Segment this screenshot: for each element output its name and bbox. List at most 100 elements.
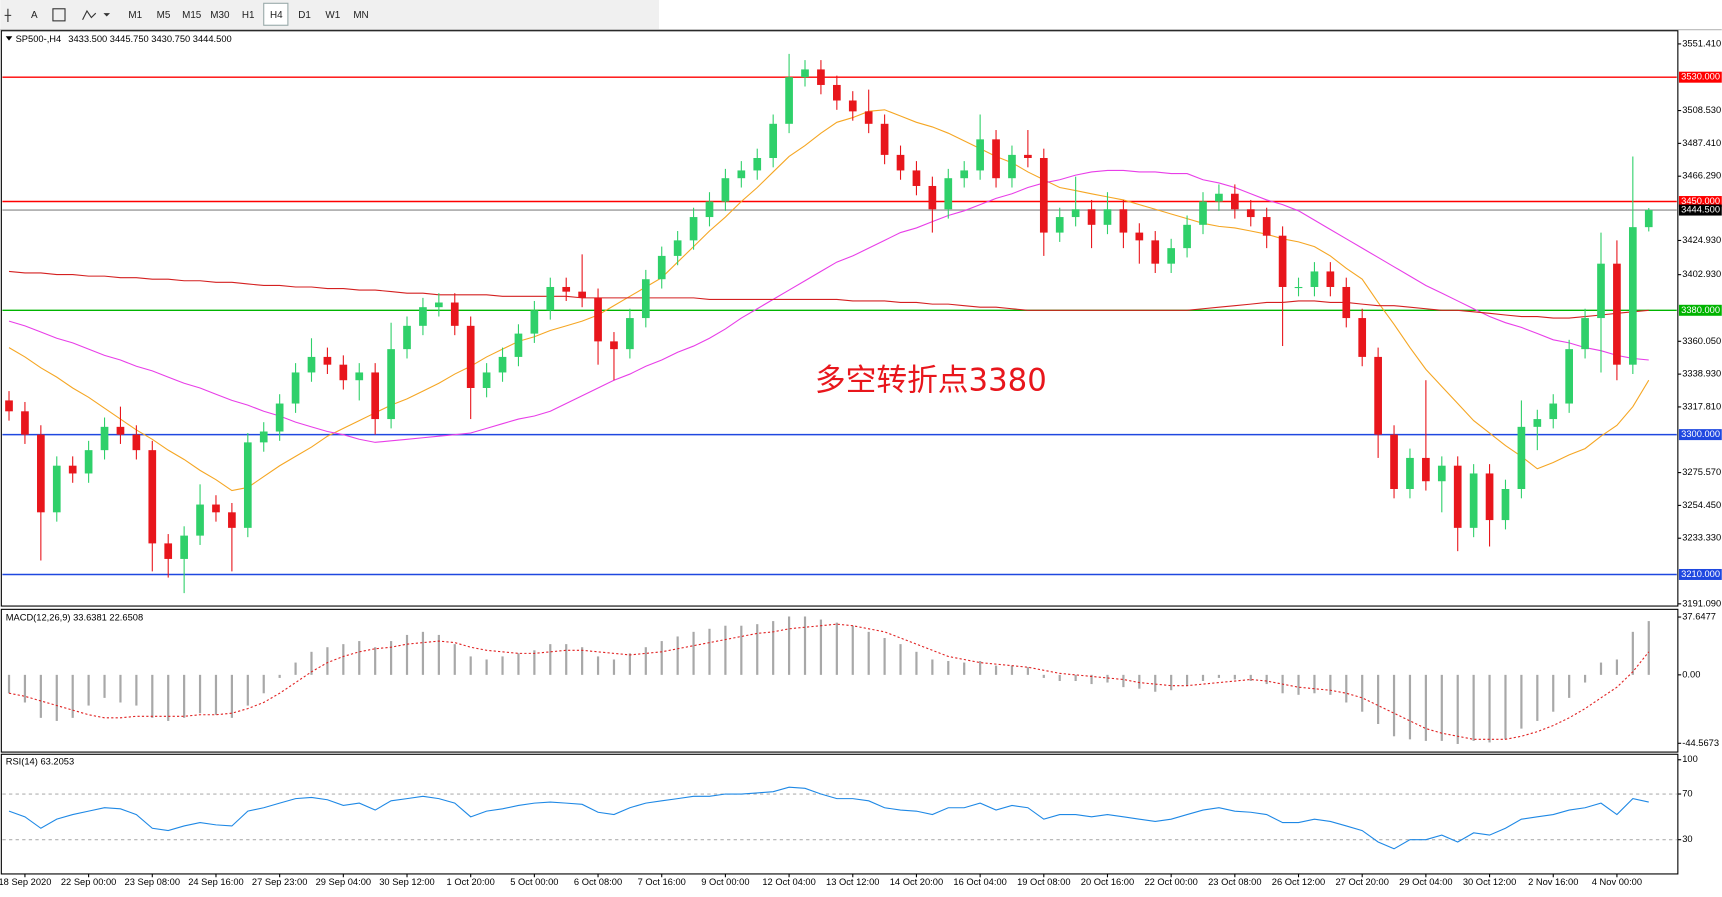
macd-panel: [0, 608, 1679, 753]
level-tag: [1678, 71, 1722, 83]
macd-bar: [453, 644, 456, 675]
period-button[interactable]: D1: [298, 10, 311, 21]
candle-body: [769, 123, 778, 158]
macd-bar: [851, 625, 854, 675]
candle-body: [323, 356, 332, 365]
x-tick-label: 18 Sep 2020: [0, 877, 51, 887]
main-panel: [0, 30, 1679, 607]
period-button[interactable]: M5: [157, 10, 171, 21]
period-button[interactable]: H1: [242, 10, 255, 21]
macd-bar: [1217, 674, 1221, 678]
period-button[interactable]: M1: [128, 10, 142, 21]
candle-body: [657, 255, 666, 280]
macd-bar: [565, 644, 568, 675]
candle-body: [976, 139, 984, 171]
macd-bar: [1583, 674, 1587, 683]
candle-body: [944, 178, 953, 210]
period-button[interactable]: W1: [325, 10, 340, 21]
macd-bar: [517, 653, 520, 675]
y-tick-label: -44.5673: [1682, 738, 1719, 748]
level-label: 3530.000: [1681, 72, 1720, 82]
macd-bar: [1329, 674, 1332, 695]
candle-body: [21, 411, 29, 435]
macd-bar: [1042, 674, 1045, 678]
macd-bar: [963, 662, 966, 675]
candle-body: [164, 543, 173, 559]
label-tool[interactable]: [52, 8, 66, 22]
y-tick-label: 3508.530: [1682, 105, 1721, 115]
candle-body: [1103, 209, 1112, 225]
candle-body: [641, 279, 650, 319]
candle-body: [371, 372, 380, 420]
x-tick-label: 14 Oct 20:00: [890, 877, 943, 887]
ohlc-text: 3433.500 3445.750 3430.750 3444.500: [68, 34, 231, 44]
macd-bar: [167, 674, 170, 721]
period-button[interactable]: MN: [353, 10, 368, 21]
active-period: [263, 2, 289, 26]
candle-body: [243, 442, 252, 528]
candle-body: [1628, 227, 1637, 365]
rsi-panel: [0, 753, 1679, 875]
candle-body: [833, 84, 841, 101]
candle-body: [546, 286, 555, 311]
macd-bar: [1520, 674, 1523, 729]
dropdown[interactable]: [103, 13, 111, 17]
macd-bar: [676, 636, 679, 675]
macd-bar: [1440, 674, 1443, 741]
macd-bar: [214, 674, 218, 715]
y-tick-label: 3466.290: [1682, 171, 1721, 181]
x-tick-label: 6 Oct 08:00: [574, 877, 622, 887]
shapes-tool[interactable]: [82, 9, 97, 21]
macd-bar: [1010, 665, 1014, 675]
candle-body: [578, 291, 586, 298]
annotation: 多空转折点3380: [815, 363, 1047, 399]
macd-bar: [87, 674, 90, 706]
candle-body: [1087, 209, 1096, 225]
macd-bar: [39, 674, 42, 718]
x-tick-label: 24 Sep 16:00: [188, 877, 244, 887]
candle-body: [689, 217, 698, 241]
text-tool[interactable]: A: [31, 10, 38, 21]
candle-body: [1039, 157, 1048, 233]
macd-bar: [135, 674, 138, 706]
macd-bar: [1233, 674, 1236, 680]
candle-body: [848, 100, 857, 112]
candle-body: [1294, 286, 1303, 289]
candle-body: [626, 318, 634, 350]
macd-bar: [1472, 674, 1475, 741]
candle-body: [1151, 240, 1160, 264]
level-label: 3380.000: [1681, 305, 1720, 315]
macd-bar: [644, 647, 647, 675]
candle-body: [132, 434, 141, 451]
candle-body: [1358, 318, 1367, 357]
macd-bar: [1599, 662, 1603, 675]
candle-body: [817, 69, 825, 85]
macd-bar: [1090, 674, 1093, 685]
candle-body: [1262, 217, 1271, 236]
macd-signal: [8, 623, 1650, 740]
candle-body: [705, 201, 714, 218]
candle-body: [753, 157, 762, 171]
period-button[interactable]: M30: [210, 10, 230, 21]
macd-bar: [1297, 674, 1300, 695]
candle-body: [1199, 201, 1207, 225]
macd-bar: [1138, 674, 1141, 689]
period-button[interactable]: M15: [182, 10, 202, 21]
macd-bar: [7, 674, 11, 694]
candle-body: [1008, 154, 1016, 179]
period-button[interactable]: H4: [270, 10, 283, 21]
candle-body: [1644, 210, 1653, 228]
macd-bar: [469, 656, 472, 675]
macd-bar: [1568, 674, 1571, 698]
candle-body: [530, 310, 539, 334]
crosshair-icon[interactable]: [4, 8, 12, 22]
macd-bar: [915, 651, 918, 675]
candle-body: [1310, 271, 1319, 287]
candle-body: [37, 434, 45, 513]
level-tag: [1678, 204, 1722, 216]
candle-body: [482, 372, 491, 388]
candle-body: [1549, 403, 1558, 420]
macd-bar: [819, 619, 823, 675]
toolbar-bg: [0, 0, 659, 30]
macd-bar: [628, 653, 631, 675]
